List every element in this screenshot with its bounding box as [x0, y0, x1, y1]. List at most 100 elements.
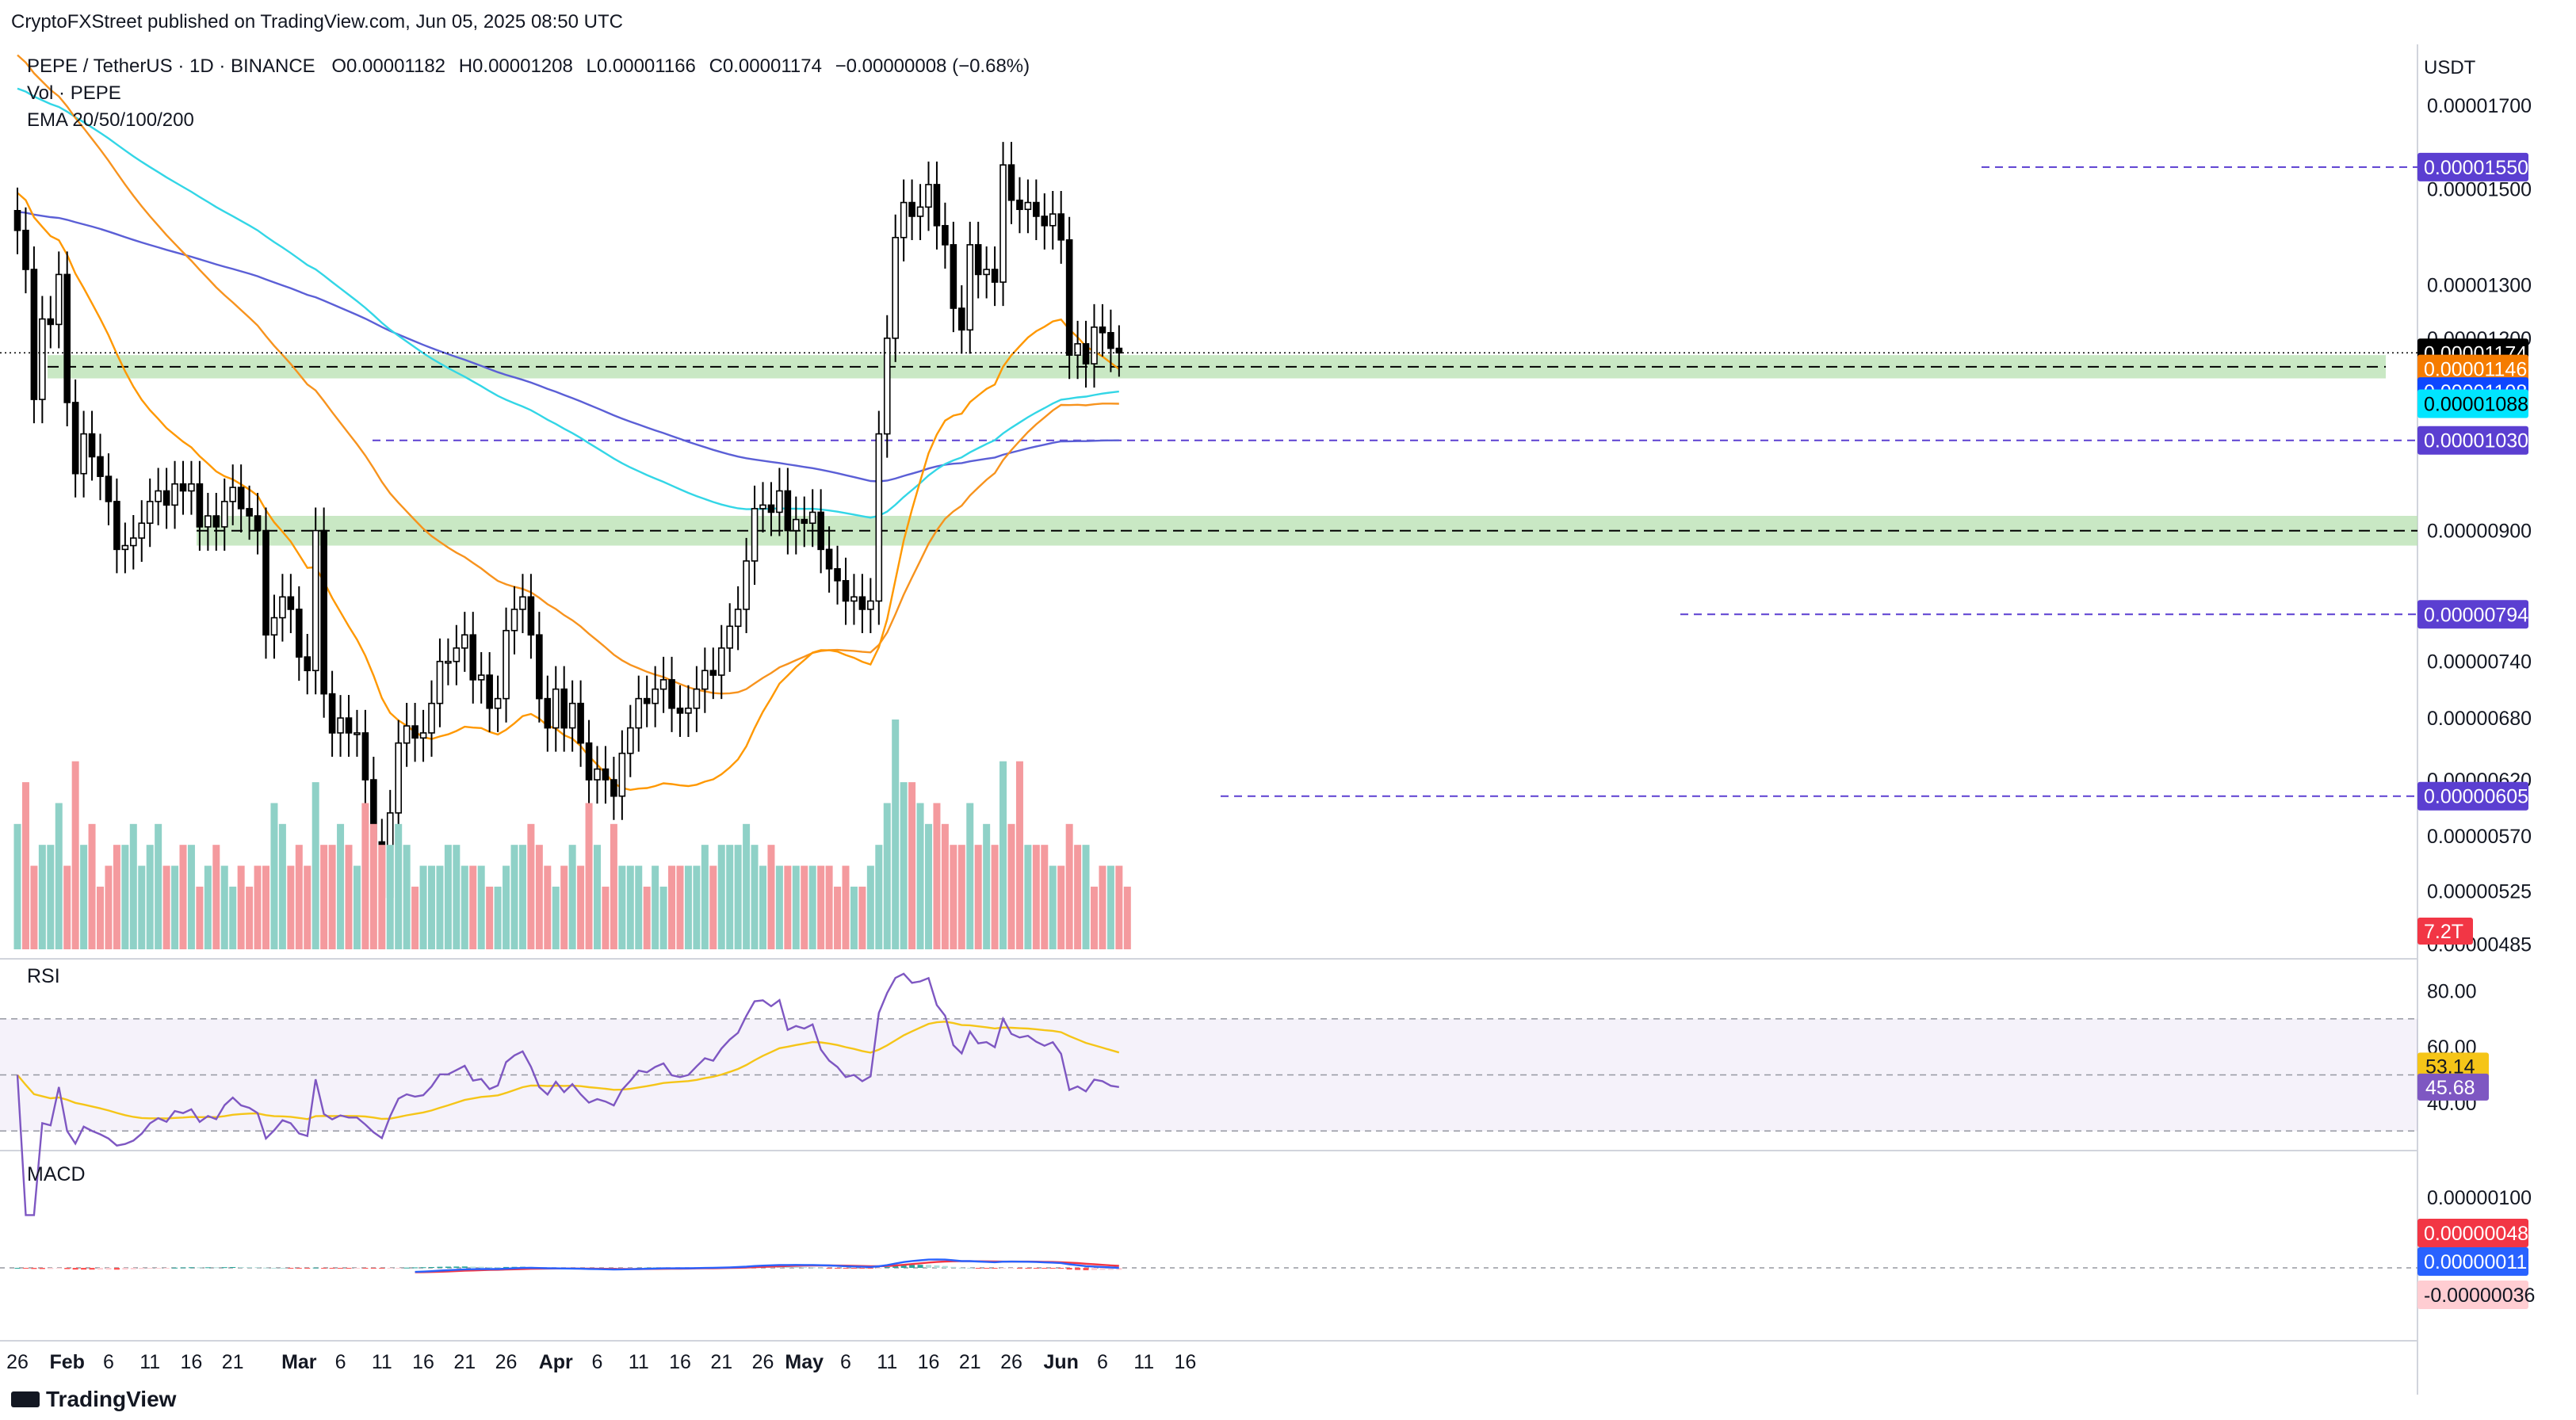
candle-body [958, 307, 965, 331]
volume-bar [577, 865, 585, 949]
macd-histogram-tag-bg [2417, 1281, 2528, 1309]
volume-bar [1024, 845, 1032, 949]
candle-body [337, 717, 344, 734]
volume-bar [701, 845, 709, 949]
volume-bar [1032, 845, 1040, 949]
publisher-line: CryptoFXStreet published on TradingView.… [11, 11, 623, 32]
macd-histogram-bar [1033, 1268, 1039, 1269]
candle-body [469, 634, 477, 681]
macd-histogram-bar [362, 1268, 369, 1269]
candle-body [270, 616, 278, 636]
time-tick-label: 26 [6, 1351, 29, 1373]
time-tick-label: 21 [453, 1351, 476, 1373]
volume-bar [55, 803, 63, 949]
price-tick-label: 0.00000680 [2427, 708, 2532, 730]
ema50-line [17, 54, 1119, 695]
candle-body [162, 490, 170, 506]
macd-histogram-bar [230, 1266, 236, 1268]
candle-body [328, 693, 336, 734]
volume-bar [552, 886, 560, 949]
candle-body [155, 490, 162, 502]
volume-bar [146, 845, 154, 949]
change-value: −0.00000008 (−0.68%) [835, 55, 1030, 77]
candle-body [345, 717, 353, 734]
volume-bar [311, 782, 319, 949]
macd-histogram-bar [22, 1268, 29, 1269]
candle-body [229, 487, 237, 502]
macd-histogram-bar [204, 1267, 211, 1269]
candle-body [577, 702, 584, 744]
volume-bar [503, 865, 510, 949]
macd-histogram-bar [213, 1267, 220, 1269]
macd-histogram-bar [254, 1267, 261, 1269]
volume-bar [535, 845, 543, 949]
candle-body [568, 702, 576, 729]
time-tick-label: 6 [1097, 1351, 1108, 1373]
macd-histogram-bar [139, 1268, 145, 1269]
candle-body [759, 504, 766, 510]
candle-body [933, 184, 941, 227]
tradingview-logo[interactable]: TradingView [11, 1387, 176, 1412]
macd-histogram-bar [412, 1267, 419, 1269]
macd-histogram-bar [329, 1268, 335, 1269]
volume-bar [1007, 823, 1015, 949]
volume-bar [834, 886, 842, 949]
candle-body [311, 529, 319, 672]
macd-histogram-bar [1066, 1268, 1072, 1270]
volume-bar [212, 845, 220, 949]
candle-body [237, 487, 245, 510]
low-value: 0.00001166 [596, 55, 696, 77]
macd-histogram-bar [89, 1268, 95, 1270]
macd-histogram-tag: -0.00000036 [2424, 1284, 2535, 1307]
ema200-tag: 0.00001030 [2424, 430, 2528, 452]
level-tag-bg [2417, 781, 2528, 811]
candle-body [602, 768, 610, 781]
time-tick-label: Jun [1043, 1351, 1078, 1373]
price-tick-label: 0.00000740 [2427, 651, 2532, 674]
time-tick-label: 6 [592, 1351, 603, 1373]
volume-bar [866, 865, 874, 949]
candle-body [503, 629, 510, 700]
volume-bar [801, 865, 808, 949]
macd-histogram-bar [263, 1267, 269, 1269]
time-tick-label: 16 [1175, 1351, 1197, 1373]
candle-body [1049, 213, 1057, 227]
candle-body [974, 244, 982, 276]
macd-histogram-bar [1083, 1268, 1089, 1271]
candle-body [685, 707, 692, 714]
time-tick-label: Feb [49, 1351, 84, 1373]
macd-histogram-bar [495, 1267, 501, 1269]
macd-histogram-bar [992, 1268, 998, 1269]
volume-bar [544, 865, 552, 949]
volume-bar [908, 782, 916, 949]
volume-bar [518, 845, 526, 949]
volume-bar [734, 845, 742, 949]
candle-body [171, 483, 178, 506]
macd-histogram-bar [1058, 1268, 1064, 1269]
volume-bar [444, 845, 452, 949]
macd-histogram-bar [346, 1268, 352, 1269]
volume-tag-bg [2417, 918, 2473, 945]
macd-histogram-bar [81, 1268, 87, 1270]
volume-bar [1106, 865, 1114, 949]
candle-body [80, 433, 87, 475]
macd-histogram-bar [1049, 1268, 1056, 1269]
macd-histogram-bar [876, 1268, 882, 1269]
macd-histogram-bar [801, 1267, 808, 1269]
candle-body [97, 456, 104, 477]
macd-histogram-bar [97, 1268, 103, 1270]
currency-label[interactable]: USDT [2424, 57, 2476, 78]
level-tag-bg [2417, 600, 2528, 629]
volume-bar [220, 865, 228, 949]
candle-body [477, 674, 485, 681]
macd-histogram-bar [942, 1265, 948, 1268]
macd-tick-label: 0.00000100 [2427, 1187, 2532, 1209]
ema20-line [17, 192, 1120, 792]
time-tick-label: 11 [877, 1351, 897, 1373]
volume-bar [1041, 845, 1049, 949]
high-label: H [458, 55, 473, 77]
open-label: O [331, 55, 347, 77]
macd-histogram-bar [850, 1268, 857, 1269]
candle-body [900, 201, 908, 239]
